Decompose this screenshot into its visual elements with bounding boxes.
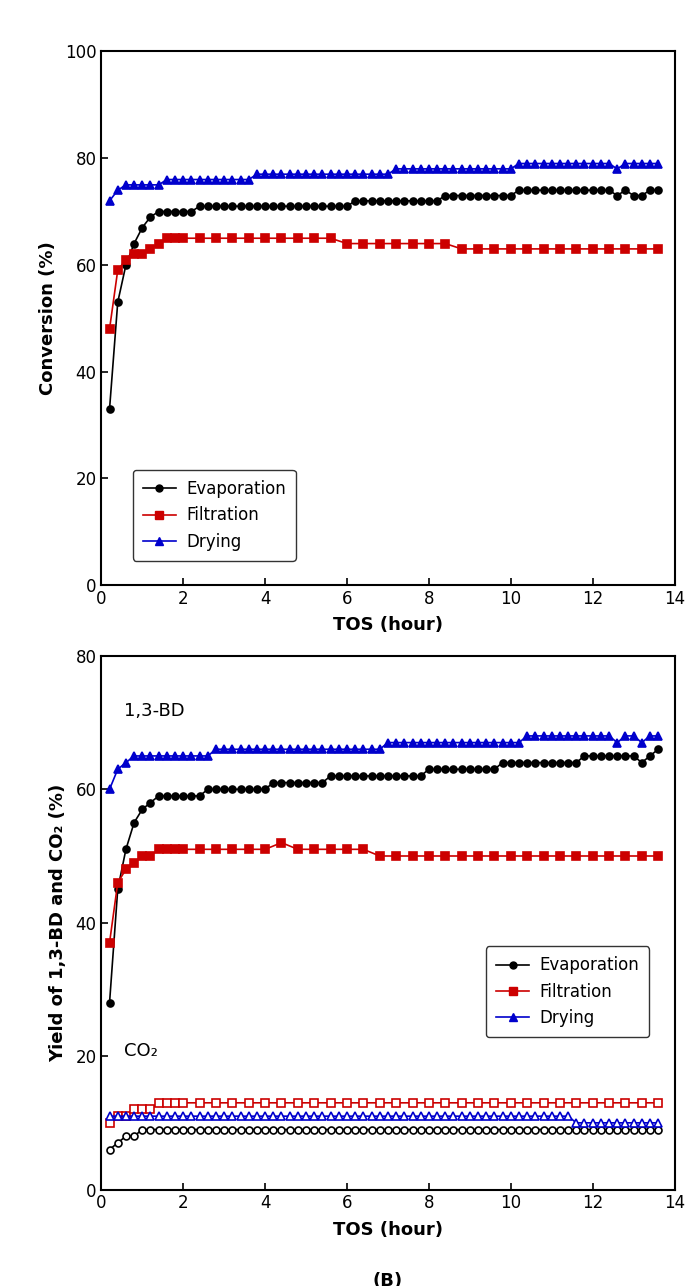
Legend: Evaporation, Filtration, Drying: Evaporation, Filtration, Drying — [133, 471, 296, 561]
Text: 1,3-BD: 1,3-BD — [124, 702, 185, 720]
Y-axis label: Yield of 1,3-BD and CO₂ (%): Yield of 1,3-BD and CO₂ (%) — [49, 783, 67, 1062]
X-axis label: TOS (hour): TOS (hour) — [333, 1220, 443, 1238]
Y-axis label: Conversion (%): Conversion (%) — [38, 242, 57, 395]
X-axis label: TOS (hour): TOS (hour) — [333, 616, 443, 634]
Text: CO₂: CO₂ — [124, 1042, 158, 1060]
Text: (A): (A) — [373, 667, 403, 685]
Legend: Evaporation, Filtration, Drying: Evaporation, Filtration, Drying — [486, 946, 649, 1037]
Text: (B): (B) — [373, 1272, 403, 1286]
